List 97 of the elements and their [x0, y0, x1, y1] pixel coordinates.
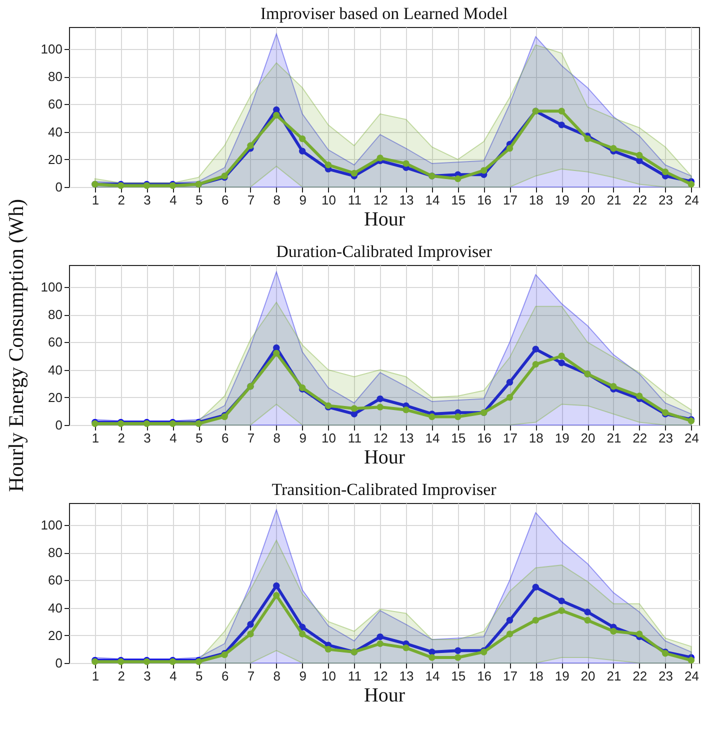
- x-tick-label: 9: [299, 192, 306, 208]
- x-tick-label: 4: [170, 668, 177, 684]
- x-tick-label: 21: [606, 192, 622, 208]
- x-tick-label: 16: [477, 430, 492, 446]
- y-tick-label: 20: [48, 628, 62, 643]
- x-tick-label: 22: [632, 192, 648, 208]
- x-tick-label: 23: [658, 430, 674, 446]
- x-tick-label: 23: [658, 668, 674, 684]
- x-tick-label: 24: [684, 430, 699, 446]
- x-tick-label: 5: [196, 192, 203, 208]
- x-tick-label: 7: [247, 668, 255, 684]
- x-tick-label: 4: [170, 192, 177, 208]
- x-tick-label: 21: [606, 430, 622, 446]
- y-tick-label: 80: [48, 545, 62, 560]
- x-tick-label: 8: [273, 668, 281, 684]
- y-tick-label: 0: [55, 656, 62, 670]
- x-tick-label: 20: [580, 430, 596, 446]
- x-tick-label: 19: [554, 192, 570, 208]
- x-tick-label: 24: [684, 192, 699, 208]
- x-tick-label: 24: [684, 668, 699, 684]
- x-tick-label: 12: [373, 668, 388, 684]
- x-tick-label: 18: [528, 192, 544, 208]
- chart-title: Transition-Calibrated Improviser: [272, 480, 497, 499]
- x-tick-label: 3: [144, 192, 151, 208]
- x-tick-label: 19: [554, 430, 570, 446]
- x-tick-label: 17: [503, 430, 518, 446]
- x-tick-label: 2: [118, 430, 125, 446]
- y-tick-label: 60: [48, 334, 62, 350]
- x-tick-label: 14: [425, 192, 440, 208]
- x-axis-title: Hour: [364, 208, 406, 230]
- x-tick-label: 10: [322, 430, 336, 446]
- x-tick-label: 13: [399, 192, 414, 208]
- x-tick-label: 20: [580, 668, 596, 684]
- x-tick-label: 8: [273, 430, 281, 446]
- x-tick-label: 18: [528, 668, 544, 684]
- x-tick-label: 12: [373, 430, 388, 446]
- x-tick-label: 3: [144, 430, 151, 446]
- x-tick-label: 12: [373, 192, 388, 208]
- x-tick-label: 8: [273, 192, 281, 208]
- y-tick-label: 60: [48, 96, 62, 112]
- y-axis-title: Hourly Energy Consumption (Wh): [4, 199, 28, 492]
- y-tick-label: 40: [48, 362, 62, 378]
- x-tick-label: 19: [554, 668, 570, 684]
- x-tick-label: 15: [451, 430, 466, 446]
- x-tick-label: 10: [322, 668, 336, 684]
- x-tick-label: 6: [221, 430, 229, 446]
- chart-title: Duration-Calibrated Improviser: [276, 242, 492, 261]
- x-tick-label: 13: [399, 430, 414, 446]
- y-tick-label: 100: [40, 42, 62, 57]
- x-tick-label: 11: [348, 668, 362, 684]
- y-tick-label: 20: [48, 152, 62, 167]
- x-tick-label: 6: [221, 668, 229, 684]
- x-tick-label: 14: [425, 668, 440, 684]
- x-tick-label: 22: [632, 430, 648, 446]
- y-tick-label: 40: [48, 124, 62, 140]
- x-tick-label: 11: [348, 192, 362, 208]
- x-tick-label: 3: [144, 668, 151, 684]
- x-tick-label: 15: [451, 192, 466, 208]
- x-tick-label: 2: [118, 668, 125, 684]
- x-axis-title: Hour: [364, 684, 406, 706]
- x-tick-label: 5: [196, 668, 203, 684]
- x-tick-label: 10: [322, 192, 336, 208]
- x-tick-label: 1: [92, 668, 100, 684]
- x-tick-label: 16: [477, 668, 492, 684]
- x-tick-label: 23: [658, 192, 674, 208]
- x-tick-label: 4: [170, 430, 177, 446]
- x-tick-label: 18: [528, 430, 544, 446]
- x-tick-label: 15: [451, 668, 466, 684]
- y-tick-label: 40: [48, 600, 62, 616]
- x-tick-label: 20: [580, 192, 596, 208]
- x-tick-label: 17: [503, 192, 518, 208]
- y-tick-label: 100: [40, 280, 62, 295]
- y-tick-label: 60: [48, 572, 62, 588]
- x-axis-title: Hour: [364, 446, 406, 468]
- x-tick-label: 1: [92, 192, 100, 208]
- x-tick-label: 16: [477, 192, 492, 208]
- x-tick-label: 17: [503, 668, 518, 684]
- x-tick-label: 11: [348, 430, 362, 446]
- y-tick-label: 80: [48, 307, 62, 322]
- chart-title: Improviser based on Learned Model: [260, 4, 508, 23]
- y-tick-label: 0: [55, 418, 62, 432]
- x-tick-label: 1: [92, 430, 100, 446]
- x-tick-label: 6: [221, 192, 229, 208]
- x-tick-label: 2: [118, 192, 125, 208]
- x-tick-label: 21: [606, 668, 622, 684]
- x-tick-label: 9: [299, 430, 306, 446]
- x-tick-label: 9: [299, 668, 306, 684]
- x-tick-label: 13: [399, 668, 414, 684]
- y-tick-label: 0: [55, 180, 62, 194]
- x-tick-label: 7: [247, 430, 255, 446]
- y-tick-label: 20: [48, 390, 62, 405]
- x-tick-label: 22: [632, 668, 648, 684]
- y-tick-label: 100: [40, 518, 62, 533]
- y-tick-label: 80: [48, 69, 62, 84]
- x-tick-label: 7: [247, 192, 255, 208]
- x-tick-label: 14: [425, 430, 440, 446]
- x-tick-label: 5: [196, 430, 203, 446]
